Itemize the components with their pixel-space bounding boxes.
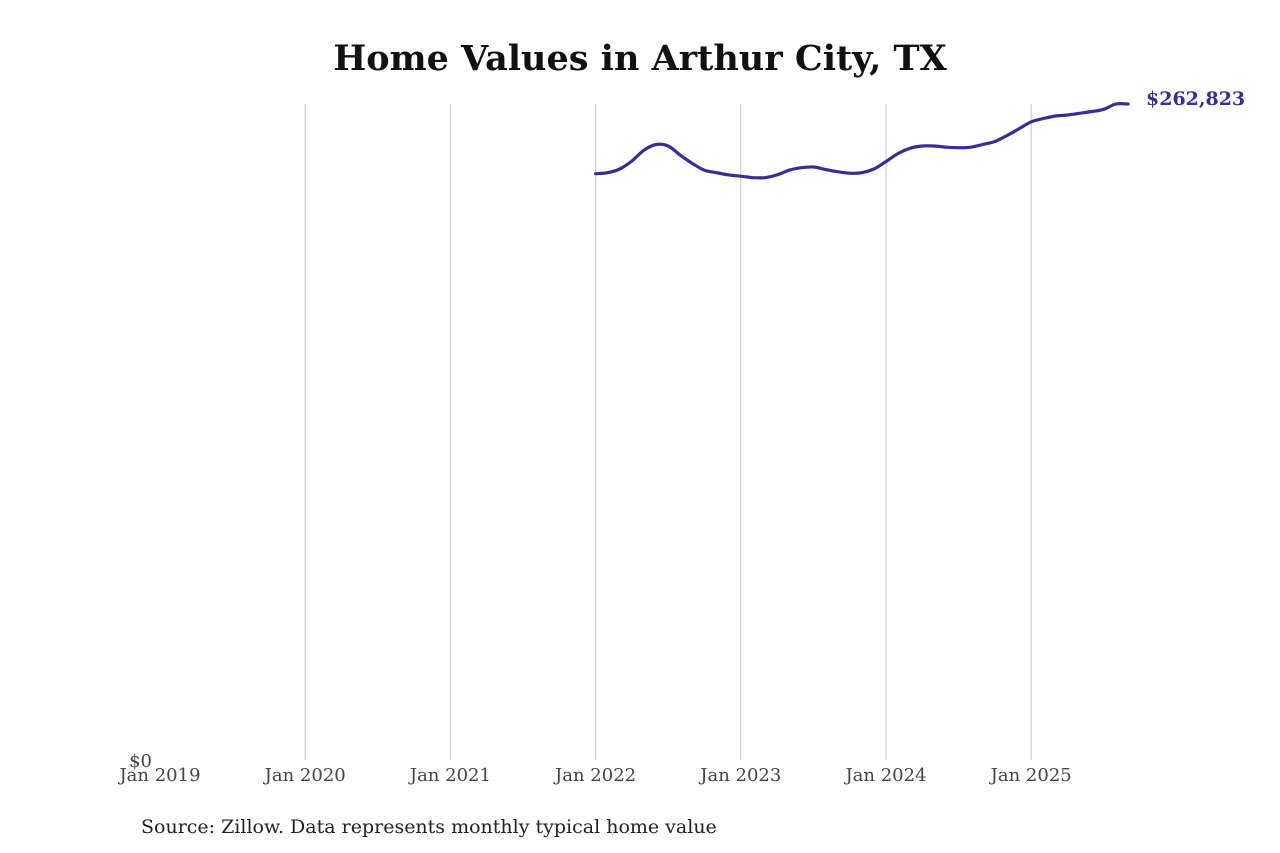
x-tick-label: Jan 2024 <box>843 765 926 786</box>
y-tick-label: $0 <box>129 751 152 772</box>
series-line-0 <box>594 102 1130 180</box>
x-tick-label: Jan 2022 <box>553 765 636 786</box>
gridlines <box>304 104 1032 760</box>
tick-labels: Jan 2019 Jan 2020 Jan 2021 Jan 2022 Jan 2023… <box>117 88 1245 786</box>
end-value-label: $262,823 <box>1146 88 1245 110</box>
x-tick-label: Jan 2021 <box>408 765 491 786</box>
chart-title: Home Values in Arthur City, TX <box>333 38 947 79</box>
x-tick-label: Jan 2019 <box>117 765 200 786</box>
x-tick-label: Jan 2020 <box>263 765 346 786</box>
series-layer <box>594 102 1130 180</box>
x-tick-label: Jan 2023 <box>698 765 781 786</box>
source-note: Source: Zillow. Data represents monthly … <box>141 816 717 838</box>
x-tick-label: Jan 2025 <box>989 765 1072 786</box>
